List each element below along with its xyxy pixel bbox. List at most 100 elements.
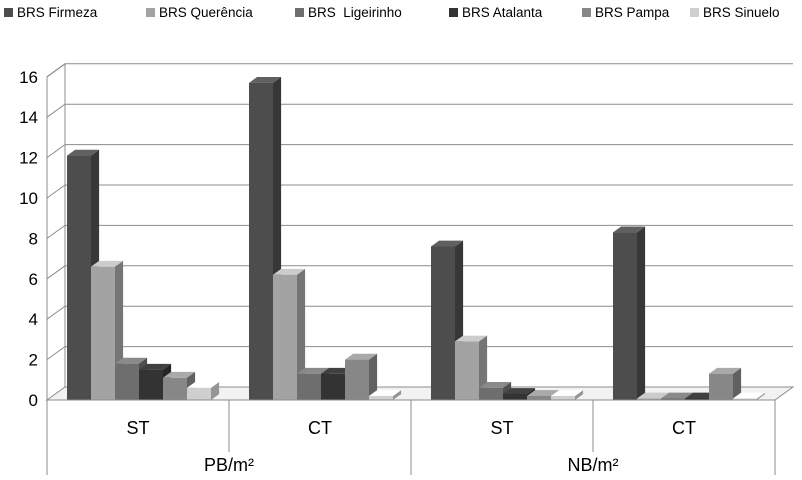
bar [369,390,402,400]
bar-front [273,274,297,400]
bar-top [273,268,306,275]
bar-side [733,367,742,400]
bar-top [455,335,488,342]
legend-label: BRS Atalanta [462,5,543,20]
y-tick-label: 2 [29,351,38,370]
legend-item: BRS Querência [146,5,253,20]
bars [67,77,766,401]
bar-front [187,387,211,400]
x-tick-label: ST [490,418,513,438]
bar-front [249,82,273,401]
gridline [46,224,793,239]
bar [187,382,220,400]
group-label: PB/m² [204,455,254,475]
legend-label: BRS Pampa [595,5,670,20]
gridline [46,63,793,78]
bar-top [163,371,196,378]
legend-label: BRS Sinuelo [703,5,780,20]
y-tick-label: 14 [19,108,38,127]
y-tick-label: 0 [29,391,38,410]
gridline [46,346,793,361]
bar-front [685,398,709,400]
bar-top [345,353,378,360]
gridline [46,103,793,118]
bar-front [139,369,163,400]
bar-side [637,226,646,400]
bar-front [163,377,187,400]
y-tick-label: 16 [19,68,38,87]
x-tick-label: CT [308,418,332,438]
bar-front [431,246,455,400]
legend-swatch [4,8,13,17]
bar-front [297,373,321,400]
bar-side [369,353,378,400]
bar [115,357,148,400]
gridline [46,305,793,320]
bar-front [67,155,91,400]
bar-top [709,367,742,374]
gridlines [45,63,795,401]
bar-top [67,149,100,156]
bar-top [503,388,536,394]
legend-label: BRS Firmeza [17,5,98,20]
legend-swatch [582,8,591,17]
bar-top [479,382,512,388]
bar-top [369,390,402,396]
bar-front [369,395,393,400]
legend-item: BRS Sinuelo [690,5,780,20]
legend-label: BRS Querência [159,5,253,20]
x-tick-label: ST [126,418,149,438]
bar-front [503,393,527,400]
bar-front [613,232,637,400]
bar-top [187,382,220,388]
bar-front [733,398,757,400]
bar-front [709,373,733,400]
legend-label: BRS Ligeirinho [308,5,402,20]
bar-top [527,390,560,396]
legend-swatch [690,8,699,17]
bar [455,335,488,400]
legend-swatch [295,8,304,17]
legend: BRS Firmeza BRS Querência BRS Ligeirinho BR… [4,5,780,20]
y-tick-label: 12 [19,149,38,168]
group-label: NB/m² [568,455,619,475]
bar [273,268,306,400]
legend-item: BRS Atalanta [449,5,543,20]
legend-item: BRS Pampa [582,5,670,20]
bar-front [551,395,575,400]
bar [709,367,742,400]
bar-top [613,226,646,233]
bar-side [757,392,766,400]
legend-swatch [449,8,458,17]
bar-front [527,395,551,400]
bar-top [733,392,766,399]
bar-top [551,390,584,396]
bar-front [115,363,139,400]
bar-side [393,390,402,400]
y-tick-label: 6 [29,270,38,289]
bar-front [637,398,661,400]
x-tick-label: CT [672,418,696,438]
bar-top [139,363,172,370]
bar-top [91,260,124,267]
bar-top [637,392,670,399]
y-tick-label: 8 [29,229,38,248]
bar-top [661,392,694,399]
gridline [46,144,793,159]
bar-front [661,398,685,400]
legend-item: BRS Firmeza [4,5,98,20]
y-tick-label: 10 [19,189,38,208]
legend-item: BRS Ligeirinho [295,5,402,20]
bar-front [321,373,345,400]
bar-front [91,266,115,400]
category-axis: ST CT ST CT PB/m² NB/m² [46,399,776,475]
bar-top [431,240,464,247]
y-tick-label: 4 [29,310,38,329]
bar [551,390,584,400]
bar-front [479,387,503,400]
bar-top [249,77,282,83]
bar-front [455,341,479,400]
gridline [46,184,793,199]
bar [67,149,100,400]
